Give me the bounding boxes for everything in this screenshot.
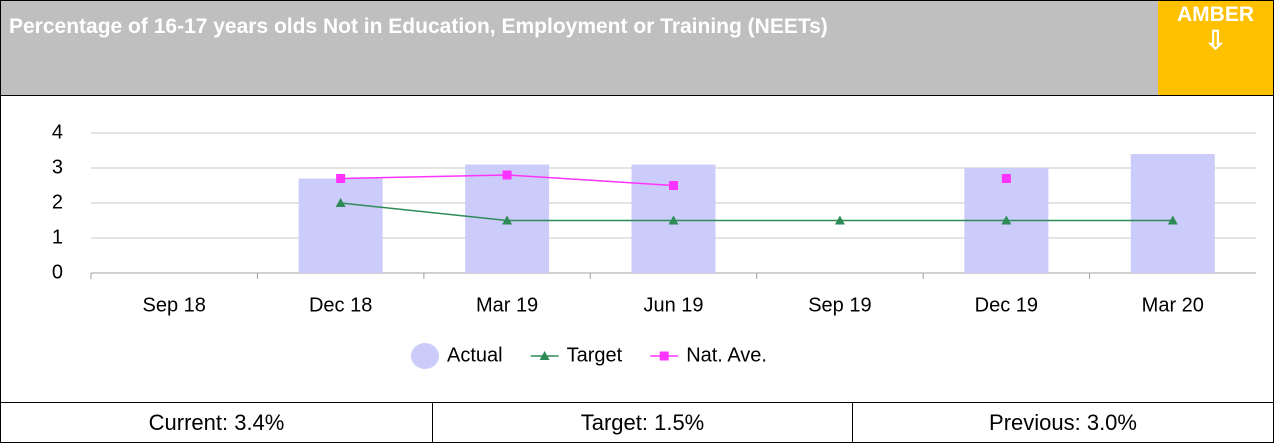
footer-cell: Target: 1.5% xyxy=(433,403,853,442)
status-badge: AMBER ⇩ xyxy=(1158,1,1273,95)
point xyxy=(1001,215,1012,225)
legend-label: Nat. Ave. xyxy=(686,344,767,366)
x-tick-label: Sep 19 xyxy=(808,294,871,316)
legend-label: Target xyxy=(567,344,623,366)
x-tick-label: Mar 19 xyxy=(476,294,538,316)
status: AMBER xyxy=(1177,3,1254,26)
y-tick-label: 3 xyxy=(52,156,63,178)
footer-cell: Previous: 3.0% xyxy=(989,410,1137,435)
x-tick-label: Dec 19 xyxy=(975,294,1038,316)
line xyxy=(340,202,1173,222)
point xyxy=(1167,215,1178,225)
status-arrow: ⇩ xyxy=(1204,25,1227,55)
bar xyxy=(298,178,383,273)
point xyxy=(1001,174,1011,183)
point xyxy=(834,215,845,225)
point xyxy=(336,174,346,183)
title: Percentage of 16-17 years olds Not in Ed… xyxy=(9,15,828,38)
x-tick-label: Jun 19 xyxy=(643,294,703,316)
legend-marker xyxy=(659,351,669,361)
x-tick-label: Mar 20 xyxy=(1142,294,1204,316)
legend-swatch xyxy=(411,343,439,369)
header: Percentage of 16-17 years olds Not in Ed… xyxy=(1,1,1273,96)
x-tick-label: Dec 18 xyxy=(309,294,372,316)
point xyxy=(502,215,513,225)
x-tick-label: Sep 18 xyxy=(143,294,206,316)
legend-label: Actual xyxy=(447,344,503,366)
y-tick-label: 0 xyxy=(52,261,63,283)
point xyxy=(668,215,679,225)
y-tick-label: 4 xyxy=(52,121,63,143)
y-tick-label: 2 xyxy=(52,191,63,213)
chart: 0 1 2 3 4 Sep 18 Dec 18 Mar 19 Jun 19 Sep 19 Dec 1… xyxy=(52,121,1256,369)
footer-cell: Current: 3.4% xyxy=(1,403,433,442)
legend-marker xyxy=(539,351,550,360)
point xyxy=(335,198,346,207)
point xyxy=(669,181,678,190)
footer: Current: 3.4% Target: 1.5% Previous: 3.0… xyxy=(1,402,1273,442)
bar xyxy=(1130,154,1215,273)
y-tick-label: 1 xyxy=(52,226,63,248)
point xyxy=(502,170,512,180)
